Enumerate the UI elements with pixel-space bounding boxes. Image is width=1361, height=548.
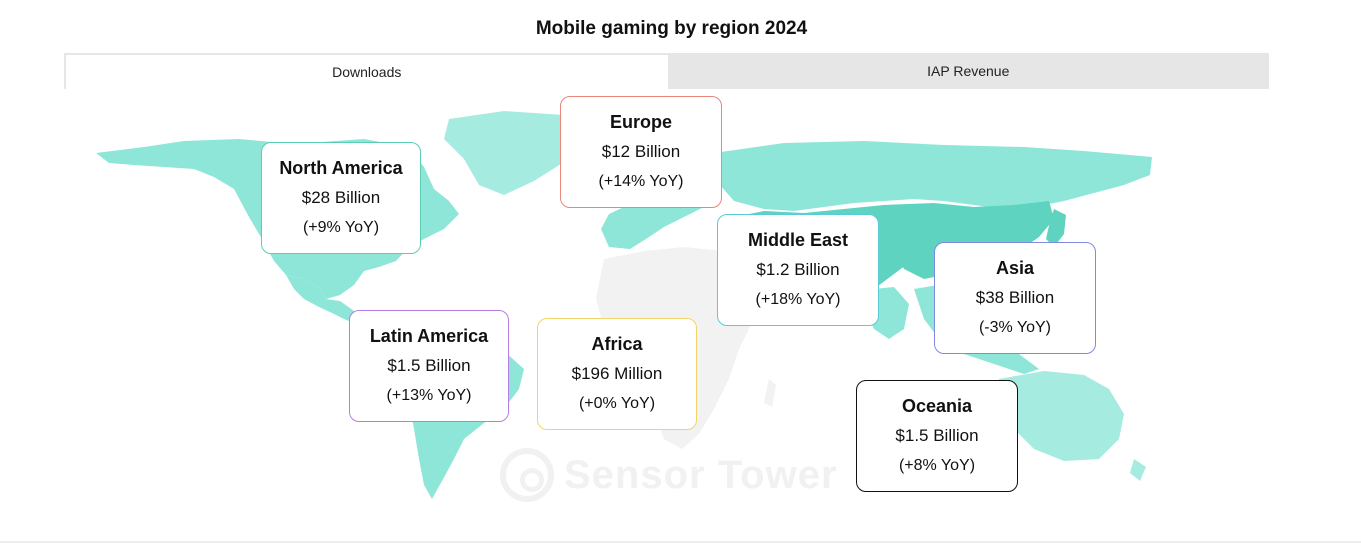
greenland-shape (444, 111, 584, 195)
watermark: Sensor Tower (500, 448, 838, 502)
region-yoy: (+18% YoY) (755, 291, 841, 308)
region-value: $38 Billion (975, 288, 1055, 307)
region-name: North America (279, 158, 403, 178)
region-card-north-america[interactable]: North America $28 Billion (+9% YoY) (261, 142, 421, 254)
region-name: Middle East (747, 230, 849, 250)
sensor-tower-logo-icon (500, 448, 554, 502)
region-name: Asia (995, 258, 1035, 278)
tab-bar: Downloads IAP Revenue (64, 53, 1269, 89)
region-card-asia[interactable]: Asia $38 Billion (-3% YoY) (934, 242, 1096, 354)
region-name: Oceania (901, 396, 973, 416)
region-name: Africa (591, 334, 643, 354)
japan-shape (1046, 209, 1066, 247)
madagascar-shape (764, 379, 776, 407)
australia-shape (999, 371, 1124, 461)
region-value: $1.5 Billion (895, 426, 979, 445)
region-value: $28 Billion (301, 188, 381, 207)
region-value: $196 Million (571, 364, 663, 383)
region-yoy: (+8% YoY) (898, 457, 976, 474)
region-value: $1.2 Billion (756, 260, 840, 279)
chart-title: Mobile gaming by region 2024 (535, 18, 808, 39)
region-yoy: (+0% YoY) (578, 395, 656, 412)
region-card-middle-east[interactable]: Middle East $1.2 Billion (+18% YoY) (717, 214, 879, 326)
region-card-oceania[interactable]: Oceania $1.5 Billion (+8% YoY) (856, 380, 1018, 492)
region-card-europe[interactable]: Europe $12 Billion (+14% YoY) (560, 96, 722, 208)
region-name: Latin America (369, 326, 489, 346)
russia-shape (714, 141, 1152, 211)
region-value: $1.5 Billion (387, 356, 471, 375)
region-yoy: (+13% YoY) (386, 387, 472, 404)
region-yoy: (-3% YoY) (978, 319, 1052, 336)
bottom-divider (0, 541, 1361, 543)
region-value: $12 Billion (601, 142, 681, 161)
region-yoy: (+9% YoY) (302, 219, 380, 236)
region-yoy: (+14% YoY) (598, 173, 684, 190)
watermark-text: Sensor Tower (564, 452, 838, 497)
region-card-latin-america[interactable]: Latin America $1.5 Billion (+13% YoY) (349, 310, 509, 422)
region-name: Europe (609, 112, 672, 132)
tab-iap-revenue[interactable]: IAP Revenue (667, 53, 1269, 89)
new-zealand-shape (1130, 459, 1146, 481)
region-card-africa[interactable]: Africa $196 Million (+0% YoY) (537, 318, 697, 430)
central-america-shape (286, 275, 366, 325)
tab-downloads[interactable]: Downloads (64, 53, 668, 89)
east-asia-shape (884, 201, 1054, 279)
